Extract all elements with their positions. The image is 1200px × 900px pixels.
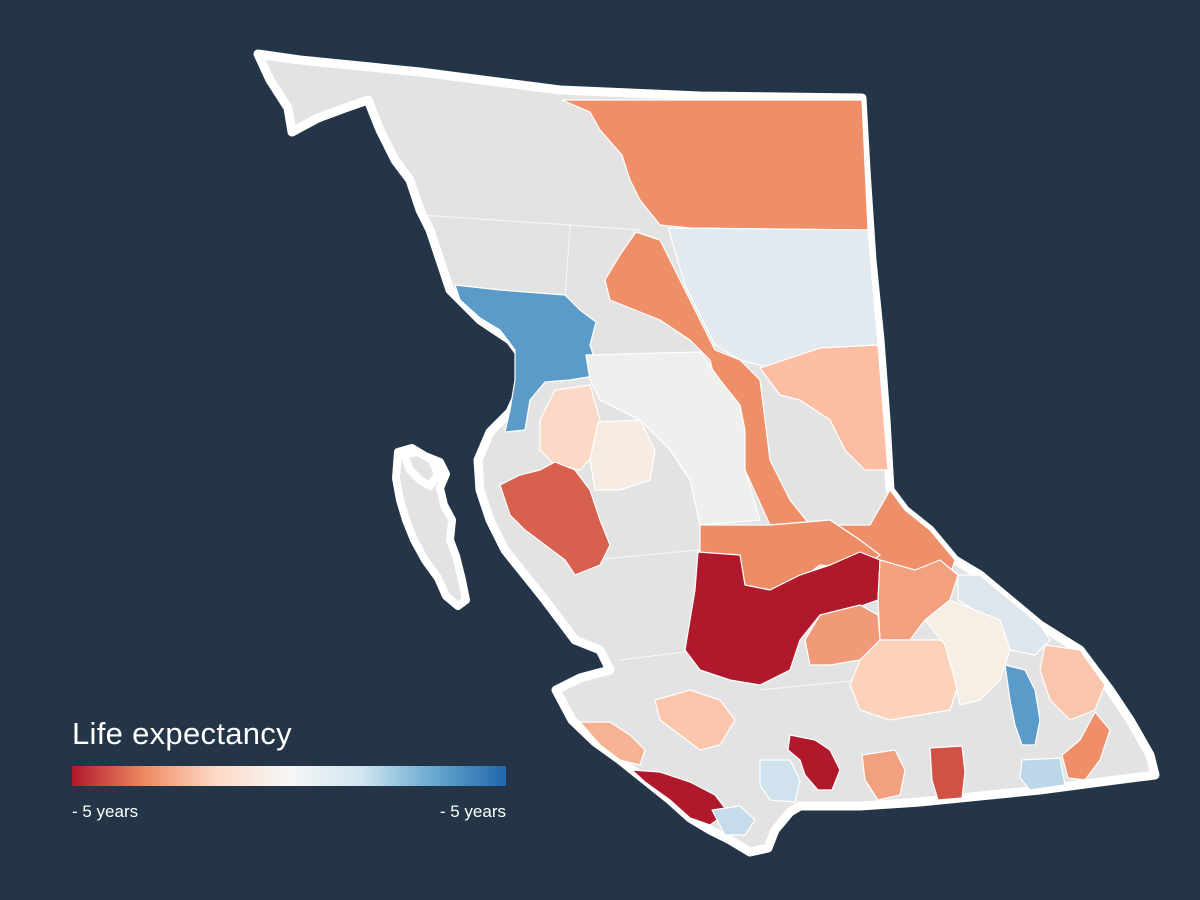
region-skeena	[539, 384, 601, 471]
region-fraser-valley	[759, 759, 801, 803]
legend-max-label: - 5 years	[439, 802, 506, 821]
legend-min-label: - 5 years	[72, 802, 139, 821]
region-kootenay-north	[957, 574, 1051, 656]
legend-labels: - 5 years - 5 years	[72, 802, 506, 822]
region-sunshine-coast	[654, 689, 736, 751]
haida-gwaii-north-island	[400, 448, 442, 490]
region-south-okanagan	[861, 749, 906, 801]
region-island-south	[711, 805, 756, 836]
region-central-interior	[585, 351, 761, 526]
region-boundary	[1019, 757, 1066, 791]
region-kootenay-lake	[1004, 664, 1041, 746]
legend: Life expectancy - 5 years - 5 years	[72, 716, 506, 822]
region-kootenay-east	[1039, 644, 1106, 721]
region-central-coast	[499, 461, 611, 576]
region-nechako	[589, 419, 656, 491]
region-island-north	[579, 721, 646, 766]
region-northeast	[561, 99, 869, 231]
region-fort-nelson-south	[759, 344, 889, 471]
haida-gwaii-island	[392, 444, 470, 610]
region-okanagan	[849, 639, 961, 721]
legend-color-scale	[72, 766, 506, 786]
region-northwest-coast	[454, 284, 601, 433]
region-similkameen	[929, 745, 966, 801]
region-east-kootenay-south	[1061, 711, 1111, 781]
legend-title: Life expectancy	[72, 716, 292, 751]
region-peace-river	[667, 227, 879, 369]
region-shuswap	[924, 599, 1011, 706]
region-fraser-canyon	[787, 734, 841, 791]
